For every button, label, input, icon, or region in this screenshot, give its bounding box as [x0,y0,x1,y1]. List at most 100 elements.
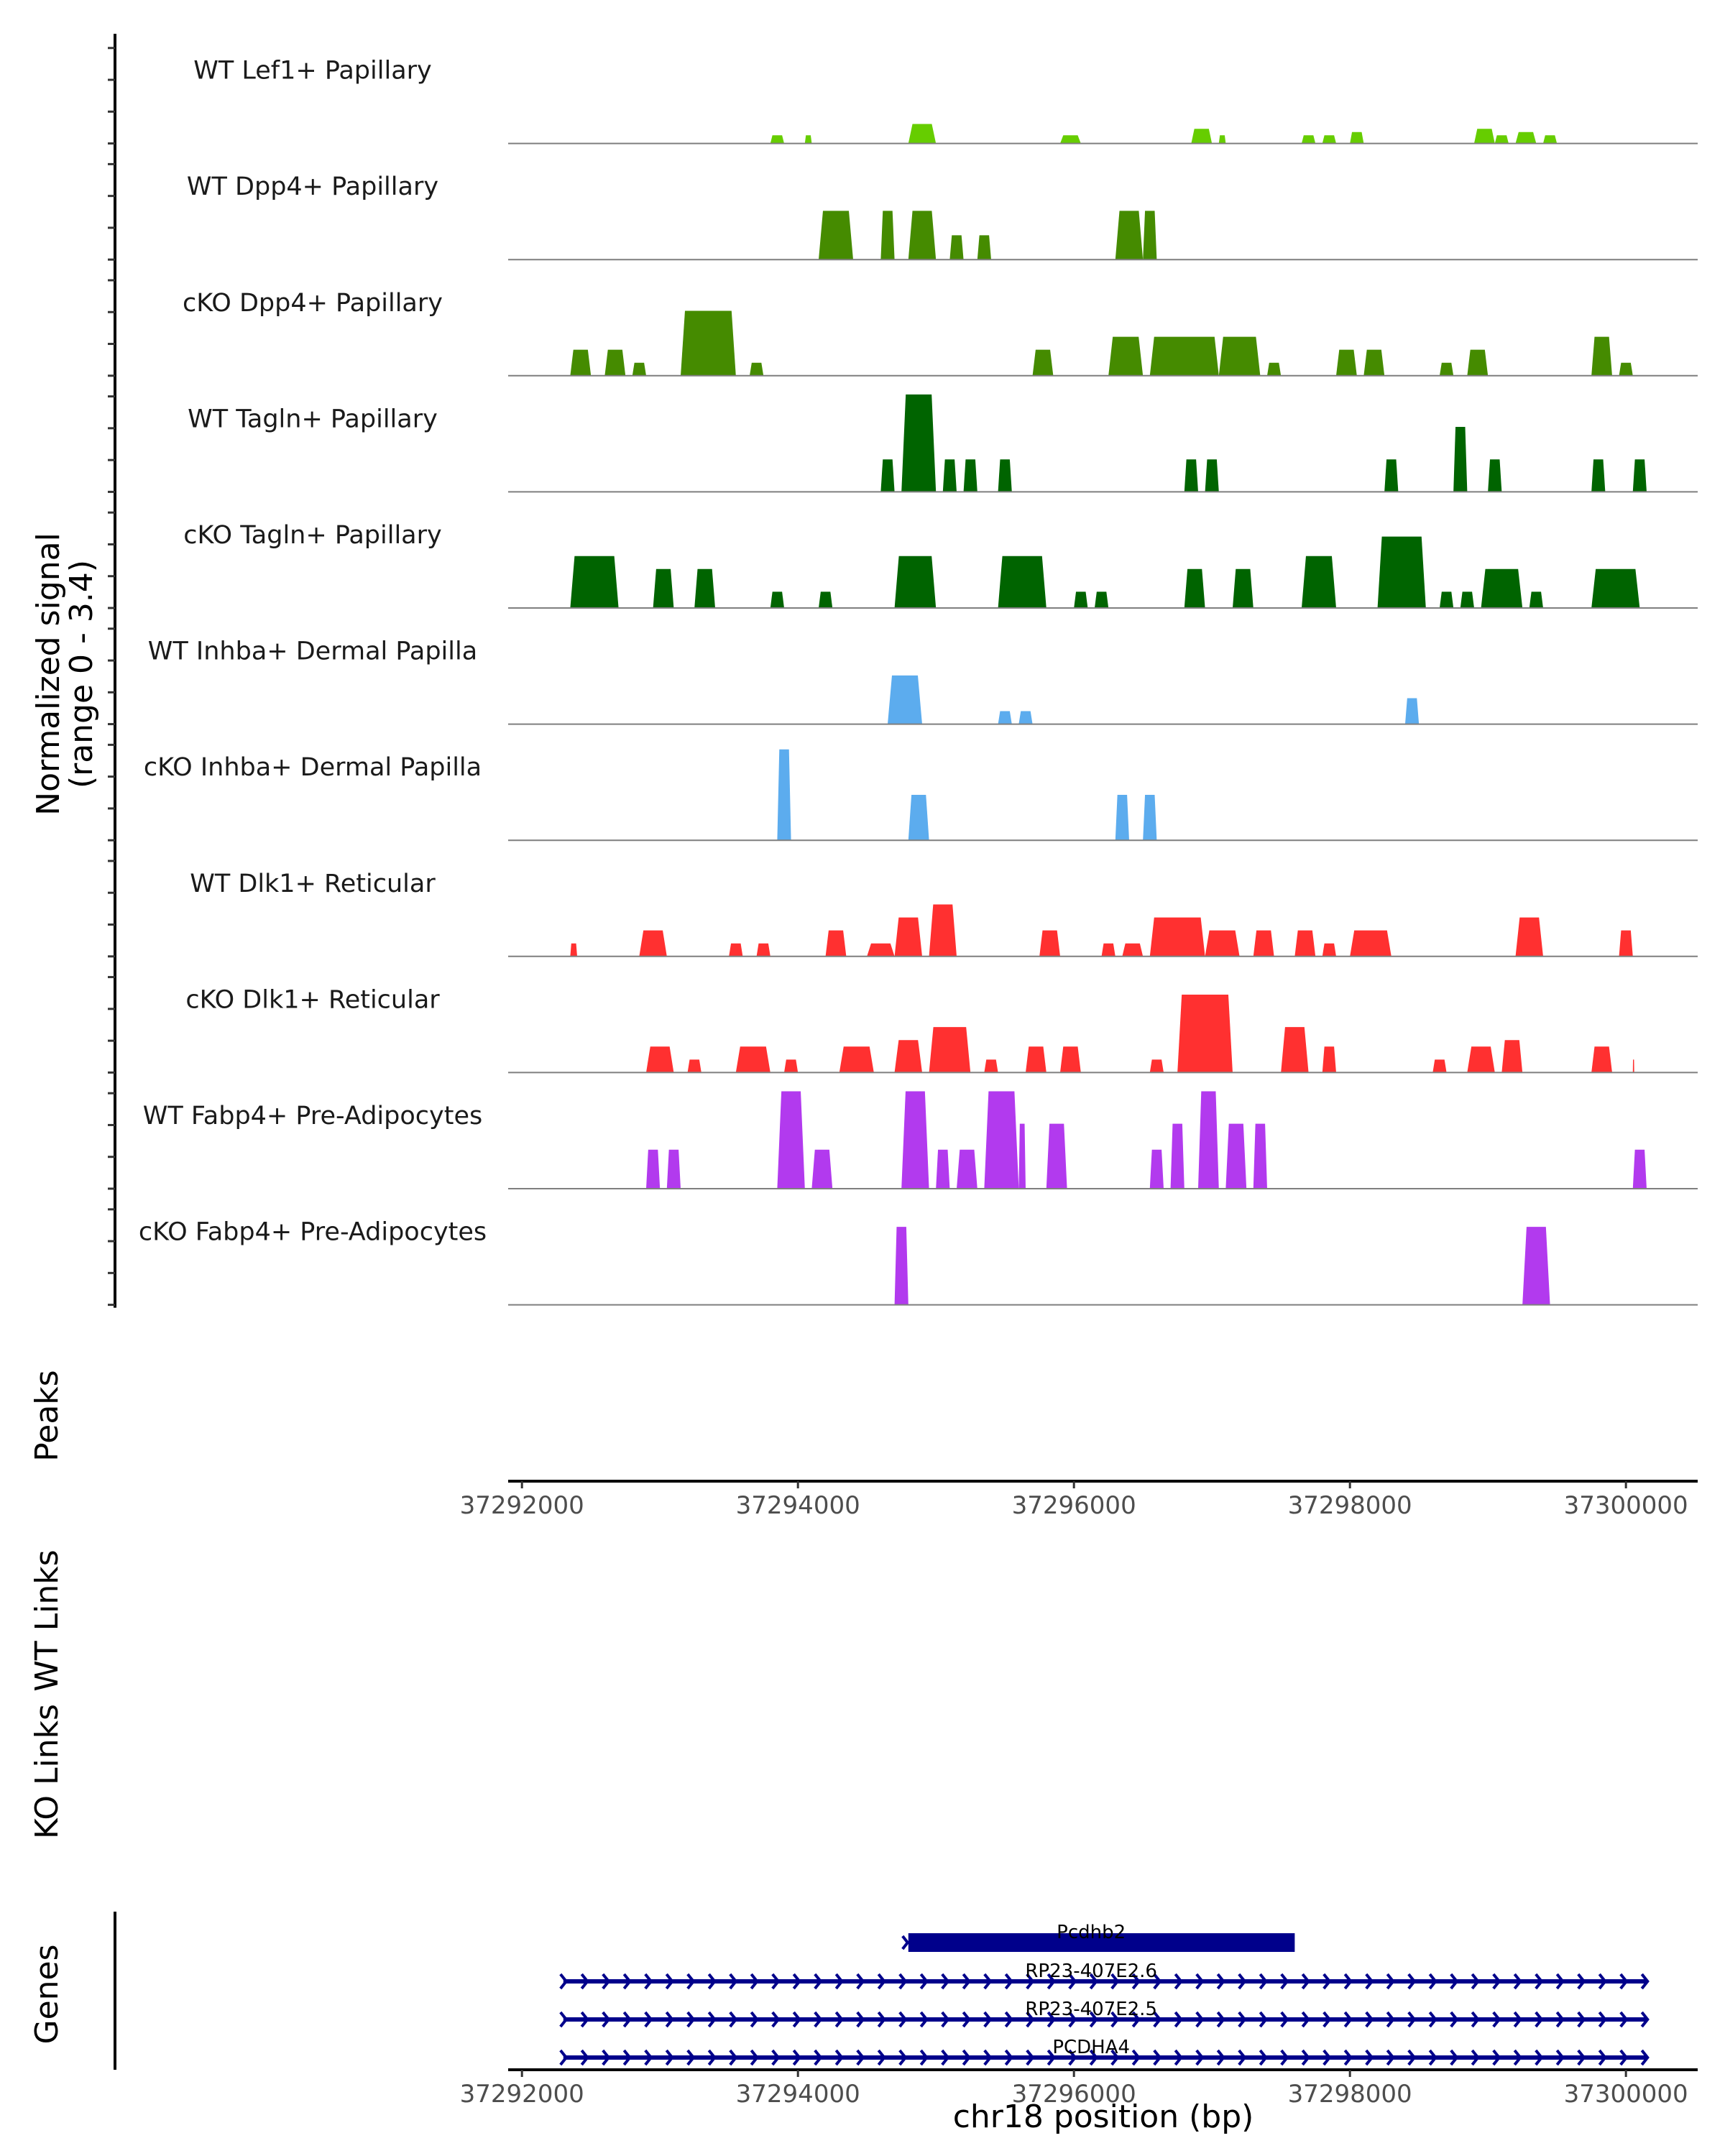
strand-arrow [1513,2049,1522,2066]
strand-arrow [1598,2049,1607,2066]
track-2: WT Dpp4+ Papillary [187,172,1698,261]
strand-arrow [919,2011,929,2028]
strand-arrow [559,2049,569,2066]
signal-peak [1253,930,1274,957]
strand-arrow [1513,1973,1522,1990]
track-5: cKO Tagln+ Papillary [183,521,1698,609]
signal-peak [977,235,991,260]
gene-exon [908,1933,1295,1952]
strand-arrow [559,2011,569,2028]
strand-arrow [602,1973,611,1990]
strand-arrow [1174,1973,1183,1990]
signal-peak [645,1149,661,1189]
strand-arrow [771,1973,781,1990]
signal-peak [770,135,784,144]
signal-peak [1591,459,1606,492]
signal-peak [901,394,937,492]
strand-arrow [750,2049,759,2066]
x-tick-label: 37298000 [1288,2080,1412,2109]
strand-arrow [1555,1973,1565,1990]
strand-arrow [686,2011,696,2028]
strand-arrow [983,2011,993,2028]
strand-arrow [1619,1973,1629,1990]
signal-peak [1529,591,1543,608]
signal-peak [680,310,736,376]
signal-peak [1184,568,1205,608]
signal-peak [756,943,770,957]
signal-peak [811,1149,833,1189]
signal-peak [1143,794,1157,841]
strand-arrow [1046,2049,1056,2066]
gene-PCDHA4: PCDHA4 [559,2037,1650,2066]
strand-arrow [1386,1973,1395,1990]
signal-peak [1335,349,1357,376]
strand-arrow [602,2049,611,2066]
signal-peak [998,459,1012,492]
strand-arrow [1365,2049,1374,2066]
signal-peak [894,556,937,608]
strand-arrow [1238,1973,1247,1990]
strand-arrow [729,2011,738,2028]
signal-peak [1122,943,1144,957]
strand-arrow [1471,2011,1480,2028]
strand-arrow [814,2049,823,2066]
strand-arrow [750,1973,759,1990]
signal-peak [1170,1123,1184,1189]
signal-peak [1149,1149,1164,1189]
signal-peak [1488,459,1502,492]
signal-peak [1350,930,1392,957]
strand-arrow [1492,2011,1501,2028]
strand-arrow [665,2049,674,2066]
strand-arrow [686,2049,696,2066]
track-11: cKO Fabp4+ Pre-Adipocytes [139,1218,1698,1306]
signal-peak [1094,591,1109,608]
signal-peak [570,943,577,957]
signal-peak [777,1091,805,1189]
strand-arrow [1110,1973,1120,1990]
signal-peak [1025,1046,1046,1073]
signal-peak [1632,459,1647,492]
strand-arrow [1301,1973,1310,1990]
signal-peak [1143,211,1157,260]
strand-arrow [1259,2049,1268,2066]
strand-arrow [559,1973,569,1990]
wt-links-track-label: WT Links [29,1549,65,1691]
track-label: cKO Inhba+ Dermal Papilla [144,753,482,782]
strand-arrow [1598,1973,1607,1990]
signal-peak [1218,336,1261,376]
signal-peak [783,1059,799,1073]
strand-arrow [962,2011,971,2028]
strand-arrow [1301,2049,1310,2066]
strand-arrow [1386,2011,1395,2028]
strand-arrow [665,1973,674,1990]
strand-arrow [1513,2011,1522,2028]
strand-arrow [729,2049,738,2066]
strand-arrow [707,2049,717,2066]
signal-peak [1384,459,1399,492]
strand-arrow [1026,1973,1035,1990]
signal-peak [1460,591,1474,608]
x-tick-label: 37296000 [1012,2080,1136,2109]
strand-arrow [1598,2011,1607,2028]
track-label: WT Lef1+ Papillary [193,57,432,86]
strand-arrow [1322,2011,1332,2028]
strand-arrow [580,1973,589,1990]
signal-peak [1149,917,1205,957]
ko-links-track-label: KO Links [29,1704,65,1839]
strand-arrow [856,2049,865,2066]
strand-arrow [919,1973,929,1990]
strand-arrow [580,2011,589,2028]
signal-peak [777,749,791,841]
track-9: cKO Dlk1+ Reticular [185,985,1698,1074]
strand-arrow [1471,1973,1480,1990]
strand-arrow [1471,2049,1480,2066]
strand-arrow [941,2011,950,2028]
strand-arrow [983,2049,993,2066]
strand-arrow [1216,2049,1225,2066]
signal-peak [1404,698,1420,724]
strand-arrow [1640,2049,1650,2066]
track-label: cKO Tagln+ Papillary [183,521,442,550]
signal-peak [1294,930,1316,957]
signal-peak [1515,917,1543,957]
track-8: WT Dlk1+ Reticular [190,870,1698,957]
